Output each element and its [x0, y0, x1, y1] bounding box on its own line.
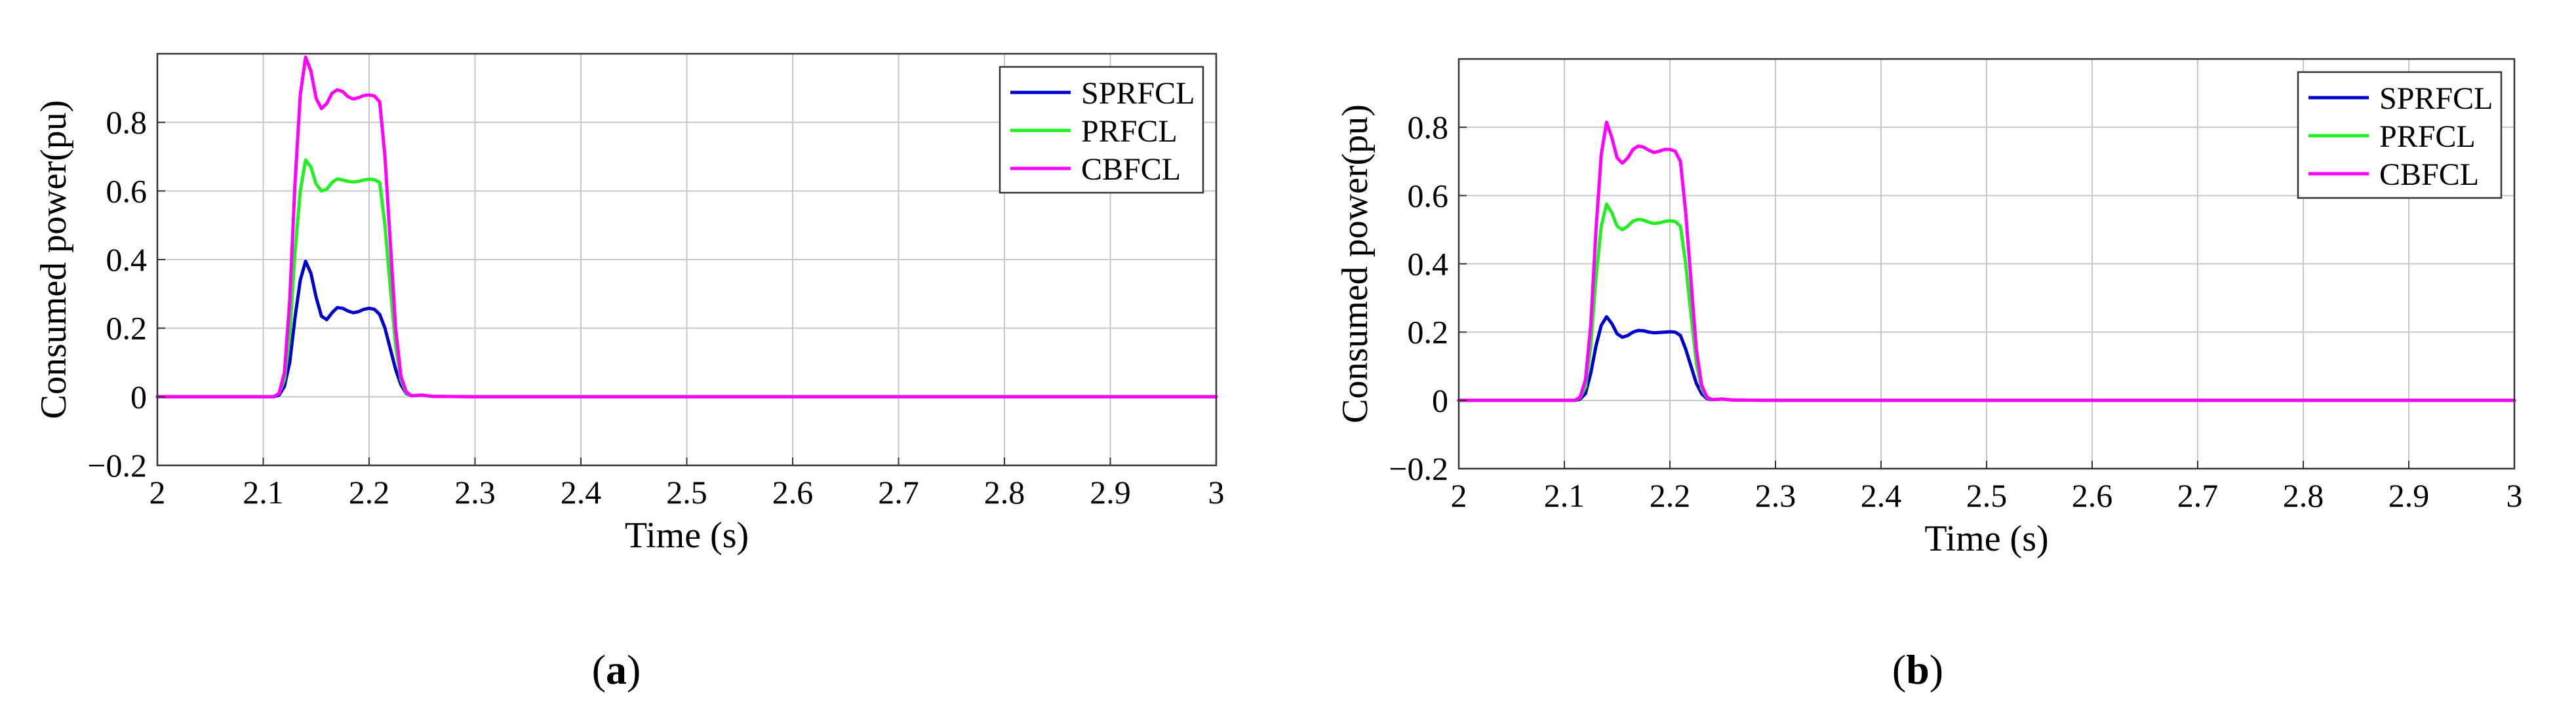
panel-b-caption: (b): [1892, 646, 1944, 693]
x-tick-label: 2.7: [878, 474, 919, 511]
x-tick-label: 2.2: [1650, 477, 1691, 514]
y-tick-label: 0.8: [106, 104, 148, 141]
x-tick-label: 2.4: [561, 474, 602, 511]
chart-panel-b: 2 2.1 2.2 2.3 2.4 2.5 2.6 2.7 2.8 2.9 3 −0.2 0 0.2 0.4…: [1335, 58, 2523, 559]
x-tick-label: 2.2: [349, 474, 390, 511]
chart-panel-a: 2 2.1 2.2 2.3 2.4 2.5 2.6 2.7 2.8 2.9 3 −0.2 0 0.2 0.4…: [33, 52, 1225, 556]
x-tick-label: 2.8: [2283, 477, 2324, 514]
x-tick-label: 2.6: [772, 474, 814, 511]
x-tick-label: 2: [149, 474, 166, 511]
panel-a-label: a: [606, 646, 627, 693]
legend-label-prfcl: PRFCL: [2379, 119, 2476, 154]
y-tick-label: 0.2: [1408, 314, 1449, 351]
y-tick-label: 0: [130, 378, 147, 415]
x-tick-label: 3: [1208, 474, 1225, 511]
x-tick-label: 3: [2507, 477, 2523, 514]
legend-label-cbfcl: CBFCL: [2379, 157, 2479, 192]
x-tick-label: 2.9: [1090, 474, 1131, 511]
y-tick-label: 0: [1432, 382, 1448, 419]
x-axis-label: Time (s): [625, 515, 749, 556]
x-axis-label: Time (s): [1924, 518, 2048, 559]
y-tick-label: 0.4: [1408, 246, 1449, 283]
x-tick-label: 2.3: [454, 474, 496, 511]
series-line-cbfcl: [155, 55, 1218, 399]
legend-label-cbfcl: CBFCL: [1081, 152, 1181, 187]
panel-a-caption: (a): [591, 646, 641, 693]
y-tick-label: 0.6: [1408, 177, 1449, 214]
x-tick-label: 2.3: [1755, 477, 1796, 514]
x-tick-label: 2.1: [1544, 477, 1585, 514]
x-tick-label: 2.9: [2388, 477, 2430, 514]
x-tick-label: 2.5: [666, 474, 707, 511]
panel-b-label: b: [1906, 646, 1930, 693]
x-tick-label: 2.5: [1966, 477, 2008, 514]
y-tick-label: 0.2: [106, 310, 148, 347]
x-tick-label: 2.7: [2177, 477, 2219, 514]
y-axis-label: Consumed power(pu): [33, 100, 74, 419]
series-line-cbfcl: [1457, 120, 2516, 402]
y-axis-label: Consumed power(pu): [1335, 104, 1376, 423]
x-tick-label: 2.1: [243, 474, 284, 511]
x-tick-label: 2.8: [984, 474, 1025, 511]
y-tick-label: 0.8: [1408, 109, 1449, 146]
legend-label-sprfcl: SPRFCL: [1081, 76, 1195, 111]
y-tick-label: 0.4: [106, 241, 148, 278]
y-tick-label: −0.2: [1389, 450, 1448, 487]
y-tick-label: 0.6: [106, 172, 148, 209]
x-tick-label: 2: [1451, 477, 1467, 514]
x-tick-label: 2.6: [2072, 477, 2113, 514]
y-tick-label: −0.2: [87, 447, 147, 484]
legend-label-sprfcl: SPRFCL: [2379, 81, 2493, 116]
x-tick-label: 2.4: [1861, 477, 1902, 514]
legend-label-prfcl: PRFCL: [1081, 114, 1178, 149]
